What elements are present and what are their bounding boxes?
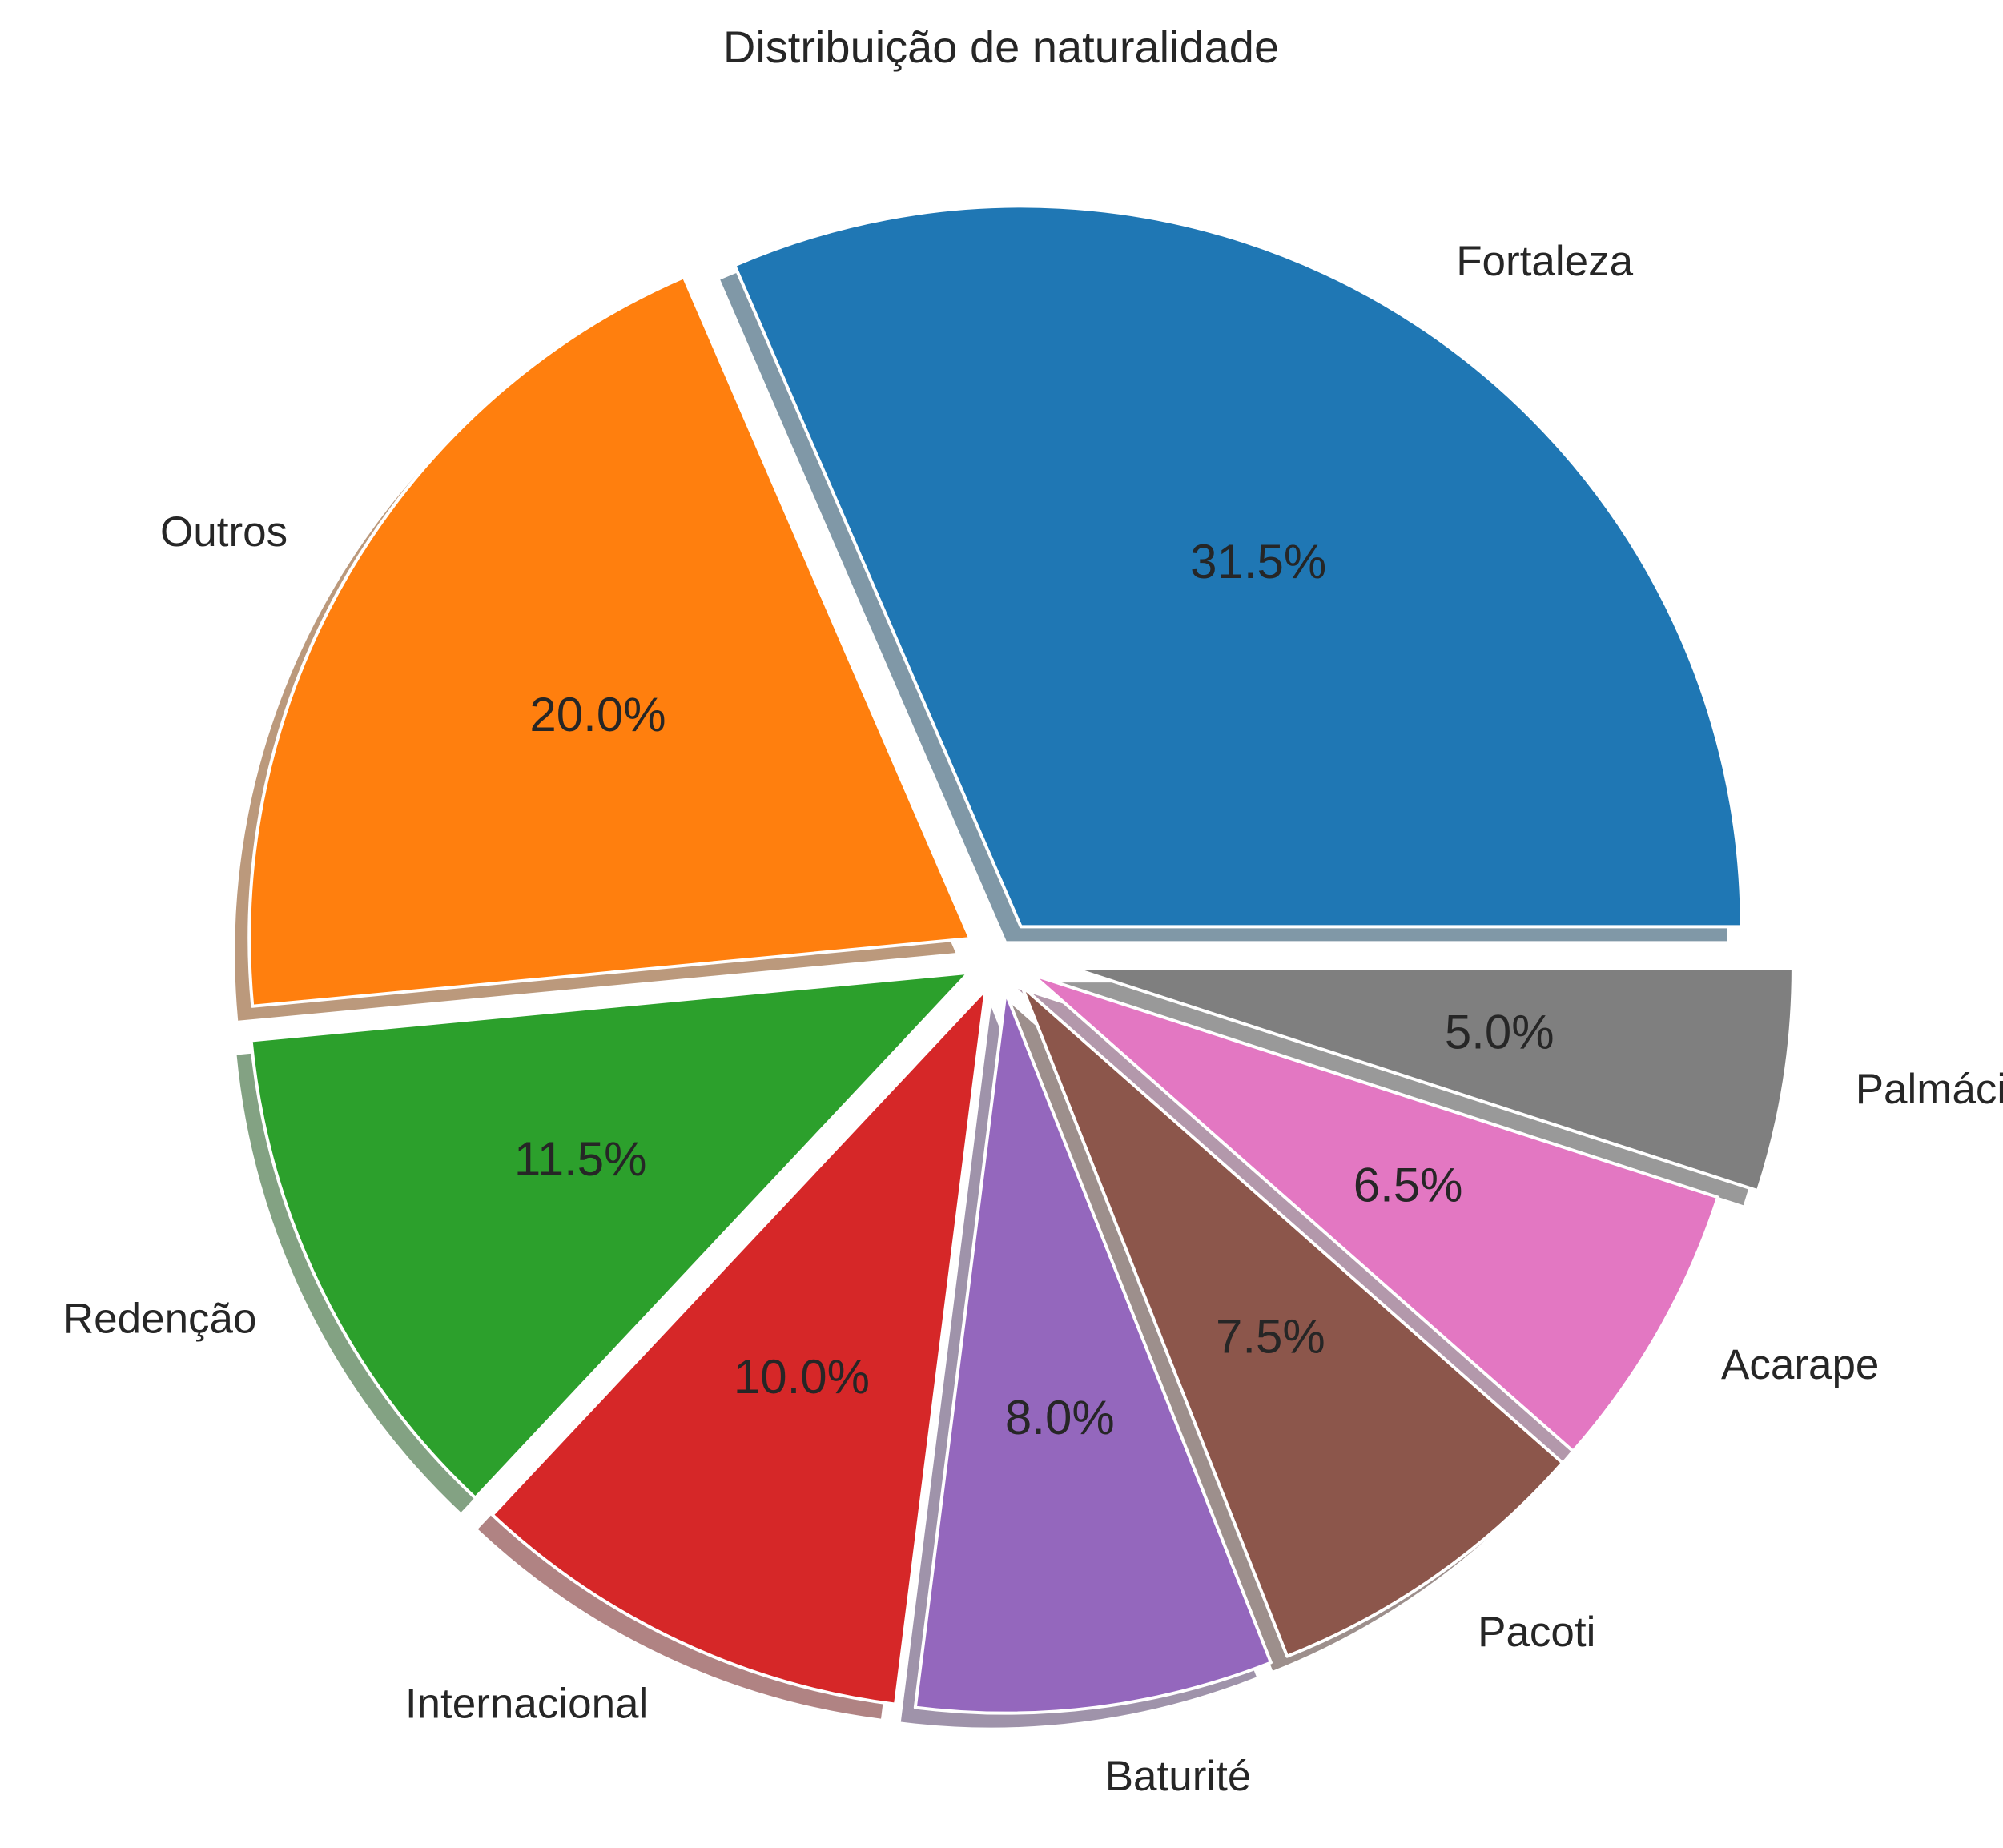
pct-label-palmacia: 5.0% — [1445, 1005, 1555, 1059]
slice-fortaleza — [733, 204, 1744, 929]
slice-label-acarape: Acarape — [1721, 1341, 1879, 1388]
pct-label-outros: 20.0% — [529, 688, 666, 741]
pct-label-redencao: 11.5% — [514, 1132, 647, 1186]
slice-internacional — [490, 987, 987, 1706]
slice-label-outros: Outros — [160, 508, 288, 556]
slice-label-baturite: Baturité — [1105, 1753, 1252, 1800]
label-layer: Fortaleza 31.5% Outros 20.0% Redenção 11.5% In… — [63, 238, 2003, 1800]
slice-label-fortaleza: Fortaleza — [1456, 238, 1633, 285]
slice-layer — [247, 204, 1795, 1715]
slice-baturite — [913, 990, 1273, 1715]
slice-label-palmacia: Palmácia — [1856, 1066, 2003, 1113]
slice-label-pacoti: Pacoti — [1478, 1609, 1595, 1656]
slice-outros — [247, 275, 972, 1008]
chart-title: Distribuição de naturalidade — [723, 22, 1279, 72]
slice-label-internacional: Internacional — [405, 1681, 648, 1728]
pct-label-internacional: 10.0% — [734, 1350, 870, 1404]
pct-label-pacoti: 7.5% — [1216, 1309, 1325, 1363]
pct-label-baturite: 8.0% — [1005, 1391, 1115, 1444]
slice-redencao — [249, 970, 971, 1500]
pct-label-acarape: 6.5% — [1353, 1159, 1463, 1212]
slice-palmacia — [1070, 966, 1795, 1193]
slice-acarape — [1031, 973, 1720, 1453]
slice-pacoti — [1020, 984, 1564, 1658]
pct-label-fortaleza: 31.5% — [1190, 535, 1326, 589]
slice-label-redencao: Redenção — [63, 1295, 257, 1342]
